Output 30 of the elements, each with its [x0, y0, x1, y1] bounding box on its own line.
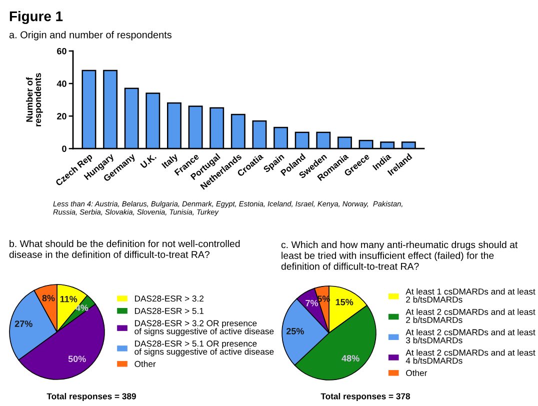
- data-label: 11%: [60, 296, 78, 302]
- chart-title: b. What should be the definition for not well-controlled disease in the definition of difficult-to-treat RA?: [9, 240, 240, 258]
- text: Total responses = 378: [320, 393, 410, 402]
- legend-label: DAS28-ESR > 3.2: [135, 296, 204, 302]
- legend-label: Other: [406, 370, 428, 376]
- chart-subtitle: a. Origin and number of respondents: [9, 31, 172, 40]
- y-axis-title: Number of respondents: [26, 73, 43, 126]
- data-label: 8%: [42, 294, 55, 302]
- data-label: 27%: [14, 320, 32, 327]
- data-label: 15%: [336, 298, 354, 306]
- text: Total responses = 389: [46, 393, 136, 402]
- y-tick-label: 60: [57, 48, 66, 54]
- legend-label: DAS28-ESR > 5.1: [135, 308, 204, 314]
- legend-label: Other: [134, 360, 156, 368]
- legend-label: At least 1 csDMARDs and at least 2 b/tsDMARDs: [406, 288, 536, 303]
- data-label: 48%: [342, 355, 360, 362]
- legend-label: At least 2 csDMARDs and at least 3 b/tsDMARDs: [406, 328, 536, 344]
- chart-title: c. Which and how many anti-rheumatic drugs should at least be tried with insufficient effect (failed) for the definition of difficult-to-treat RA?: [281, 241, 518, 270]
- legend-label: DAS28-ESR > 3.2 OR presence of signs suggestive of active disease: [134, 320, 274, 336]
- y-tick-label: 0: [62, 146, 66, 152]
- data-label: 25%: [286, 328, 304, 334]
- data-label: 7%: [306, 300, 318, 306]
- y-tick-label: 40: [56, 80, 66, 87]
- legend-label: At least 2 csDMARDs and at least 4 b/tsDMARDs: [406, 349, 536, 364]
- x-tick-label: U.K.: [140, 153, 157, 169]
- legend-label: At least 2 csDMARDs and at least 2 b/tsDMARDs: [406, 308, 536, 323]
- y-tick-label: 20: [57, 113, 66, 120]
- legend-label: DAS28-ESR > 5.1 OR presence of signs suggestive of active disease: [134, 340, 274, 356]
- chart-title: Figure 1: [10, 11, 63, 24]
- data-label: 50%: [68, 356, 86, 362]
